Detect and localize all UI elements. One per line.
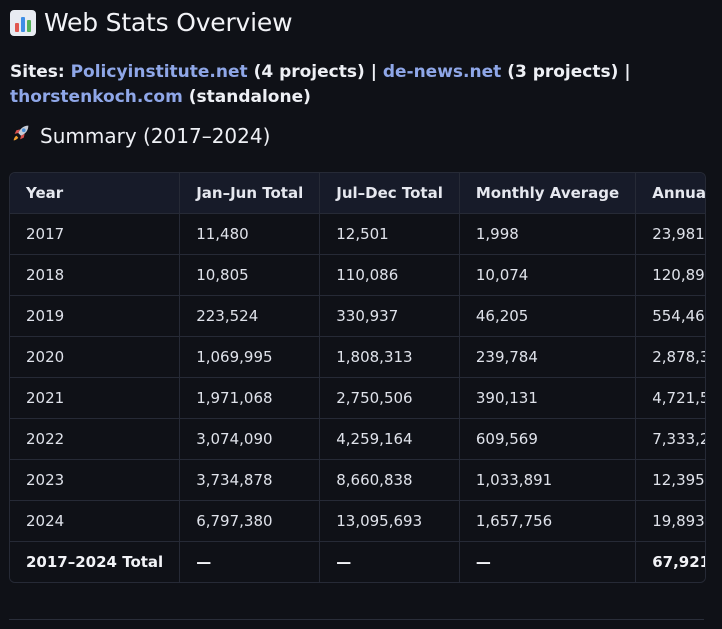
cell-year: 2023 bbox=[10, 459, 181, 501]
summary-heading: Summary (2017–2024) bbox=[10, 122, 270, 149]
cell-total-monthly-average: — bbox=[459, 541, 637, 582]
cell-annual-total: 554,461 bbox=[635, 295, 705, 337]
cell-jan-jun: 6,797,380 bbox=[179, 500, 321, 542]
cell-jan-jun: 3,074,090 bbox=[179, 418, 321, 460]
cell-year: 2017 bbox=[10, 213, 181, 255]
sites-line: Sites: Policyinstitute.net (4 projects) … bbox=[10, 60, 700, 110]
header-jan-jun: Jan–Jun Total bbox=[179, 173, 321, 214]
page-title-text: Web Stats Overview bbox=[44, 8, 293, 37]
cell-jan-jun: 223,524 bbox=[179, 295, 321, 337]
cell-annual-total: 2,878,308 bbox=[635, 336, 705, 378]
divider bbox=[9, 619, 704, 620]
cell-jul-dec: 1,808,313 bbox=[319, 336, 460, 378]
cell-monthly-average: 10,074 bbox=[459, 254, 637, 296]
cell-jan-jun: 11,480 bbox=[179, 213, 321, 255]
header-annual-total: Annual Total bbox=[635, 173, 705, 214]
cell-monthly-average: 609,569 bbox=[459, 418, 637, 460]
cell-year: 2019 bbox=[10, 295, 181, 337]
cell-annual-total: 12,395,716 bbox=[635, 459, 705, 501]
cell-year: 2024 bbox=[10, 500, 181, 542]
table-row: 2021 1,971,068 2,750,506 390,131 4,721,5… bbox=[10, 377, 705, 419]
bar-chart-icon bbox=[10, 9, 36, 36]
cell-jul-dec: 4,259,164 bbox=[319, 418, 460, 460]
cell-monthly-average: 390,131 bbox=[459, 377, 637, 419]
cell-monthly-average: 1,033,891 bbox=[459, 459, 637, 501]
table-row: 2023 3,734,878 8,660,838 1,033,891 12,39… bbox=[10, 459, 705, 501]
cell-monthly-average: 1,998 bbox=[459, 213, 637, 255]
stats-table-container: Year Jan–Jun Total Jul–Dec Total Monthly… bbox=[9, 172, 706, 583]
site-link-thorstenkoch[interactable]: thorstenkoch.com bbox=[10, 87, 183, 107]
site-note: (standalone) bbox=[188, 87, 311, 107]
cell-monthly-average: 1,657,756 bbox=[459, 500, 637, 542]
header-jul-dec: Jul–Dec Total bbox=[319, 173, 460, 214]
cell-jan-jun: 1,971,068 bbox=[179, 377, 321, 419]
table-total-row: 2017–2024 Total — — — 67,921,258 bbox=[10, 541, 705, 582]
table-header-row: Year Jan–Jun Total Jul–Dec Total Monthly… bbox=[10, 173, 705, 214]
cell-year: 2022 bbox=[10, 418, 181, 460]
separator: | bbox=[624, 62, 631, 82]
site-note: (4 projects) bbox=[253, 62, 365, 82]
cell-monthly-average: 239,784 bbox=[459, 336, 637, 378]
table-row: 2018 10,805 110,086 10,074 120,891 bbox=[10, 254, 705, 296]
table-row: 2017 11,480 12,501 1,998 23,981 bbox=[10, 213, 705, 255]
cell-jul-dec: 330,937 bbox=[319, 295, 460, 337]
cell-total-annual: 67,921,258 bbox=[635, 541, 705, 582]
header-year: Year bbox=[10, 173, 181, 214]
site-link-policyinstitute[interactable]: Policyinstitute.net bbox=[70, 62, 248, 82]
table-row: 2019 223,524 330,937 46,205 554,461 bbox=[10, 295, 705, 337]
cell-jul-dec: 110,086 bbox=[319, 254, 460, 296]
cell-jul-dec: 2,750,506 bbox=[319, 377, 460, 419]
cell-annual-total: 23,981 bbox=[635, 213, 705, 255]
cell-year: 2021 bbox=[10, 377, 181, 419]
cell-year: 2020 bbox=[10, 336, 181, 378]
site-note: (3 projects) bbox=[507, 62, 619, 82]
page-title: Web Stats Overview bbox=[10, 8, 293, 37]
cell-jan-jun: 1,069,995 bbox=[179, 336, 321, 378]
cell-annual-total: 19,893,073 bbox=[635, 500, 705, 542]
summary-heading-text: Summary (2017–2024) bbox=[40, 123, 271, 148]
header-monthly-average: Monthly Average bbox=[459, 173, 637, 214]
cell-monthly-average: 46,205 bbox=[459, 295, 637, 337]
sites-prefix: Sites: bbox=[10, 62, 65, 82]
cell-total-label: 2017–2024 Total bbox=[10, 541, 181, 582]
stats-table: Year Jan–Jun Total Jul–Dec Total Monthly… bbox=[10, 173, 705, 582]
cell-annual-total: 120,891 bbox=[635, 254, 705, 296]
cell-jul-dec: 12,501 bbox=[319, 213, 460, 255]
rocket-icon bbox=[10, 122, 32, 149]
cell-jul-dec: 13,095,693 bbox=[319, 500, 460, 542]
cell-jan-jun: 10,805 bbox=[179, 254, 321, 296]
cell-jul-dec: 8,660,838 bbox=[319, 459, 460, 501]
site-link-de-news[interactable]: de-news.net bbox=[382, 62, 502, 82]
cell-annual-total: 4,721,574 bbox=[635, 377, 705, 419]
table-row: 2020 1,069,995 1,808,313 239,784 2,878,3… bbox=[10, 336, 705, 378]
cell-total-jul-dec: — bbox=[319, 541, 460, 582]
cell-total-jan-jun: — bbox=[179, 541, 321, 582]
table-row: 2024 6,797,380 13,095,693 1,657,756 19,8… bbox=[10, 500, 705, 542]
cell-jan-jun: 3,734,878 bbox=[179, 459, 321, 501]
table-row: 2022 3,074,090 4,259,164 609,569 7,333,2… bbox=[10, 418, 705, 460]
cell-annual-total: 7,333,254 bbox=[635, 418, 705, 460]
separator: | bbox=[370, 62, 377, 82]
cell-year: 2018 bbox=[10, 254, 181, 296]
